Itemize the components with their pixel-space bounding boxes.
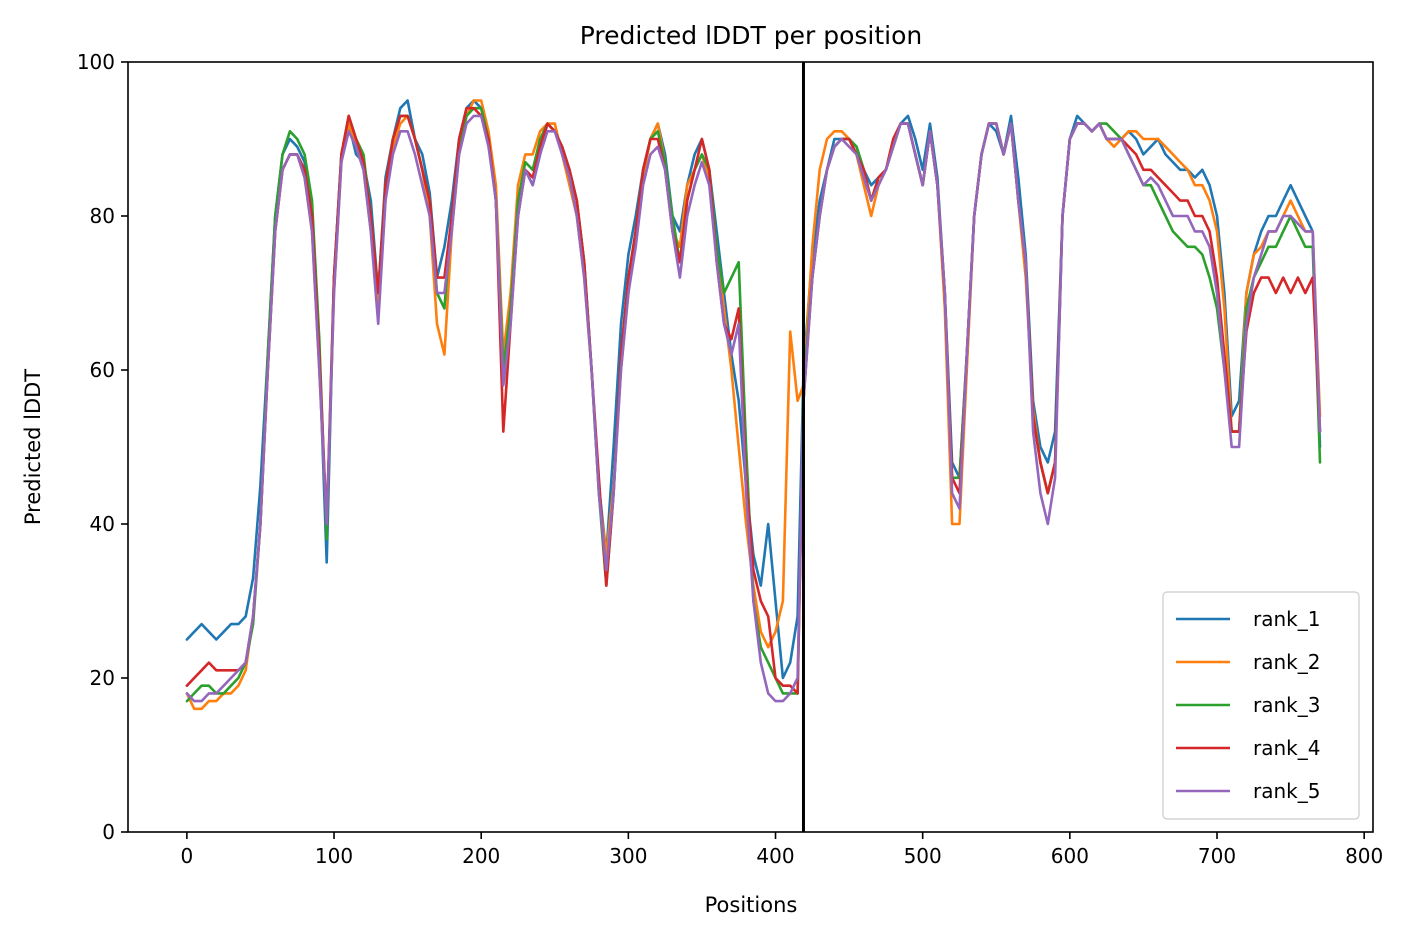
y-axis-ticks: 0 20 40 60 80 100 xyxy=(77,50,128,844)
y-tick-label: 40 xyxy=(90,512,115,536)
legend-box xyxy=(1162,591,1360,820)
x-tick-label: 0 xyxy=(180,844,193,868)
legend-label-rank_5: rank_5 xyxy=(1253,779,1320,803)
x-axis-title: Positions xyxy=(705,893,798,917)
series-line-rank_4 xyxy=(185,106,1322,695)
x-tick-label: 100 xyxy=(315,844,353,868)
series-layer xyxy=(185,99,1322,711)
x-tick-label: 300 xyxy=(609,844,647,868)
y-tick-label: 60 xyxy=(90,358,115,382)
series-line-rank_5 xyxy=(185,114,1322,703)
x-tick-label: 600 xyxy=(1051,844,1089,868)
x-tick-label: 500 xyxy=(904,844,942,868)
x-tick-label: 800 xyxy=(1345,844,1383,868)
x-axis-ticks: 0 100 200 300 400 500 600 700 800 xyxy=(180,832,1383,868)
axes-frame xyxy=(127,61,1374,833)
legend-label-rank_4: rank_4 xyxy=(1253,736,1320,760)
y-tick-label: 0 xyxy=(102,820,115,844)
legend-label-rank_1: rank_1 xyxy=(1253,607,1320,631)
y-tick-label: 100 xyxy=(77,50,115,74)
legend-label-rank_3: rank_3 xyxy=(1253,693,1320,717)
y-tick-label: 20 xyxy=(90,666,115,690)
x-tick-label: 700 xyxy=(1198,844,1236,868)
x-tick-label: 400 xyxy=(756,844,794,868)
y-axis-title: Predicted lDDT xyxy=(21,369,45,525)
legend-label-rank_2: rank_2 xyxy=(1253,650,1320,674)
chart-title: Predicted lDDT per position xyxy=(580,21,922,50)
legend: rank_1 rank_2 rank_3 rank_4 rank_5 xyxy=(1162,591,1360,820)
y-tick-label: 80 xyxy=(90,204,115,228)
x-tick-label: 200 xyxy=(462,844,500,868)
